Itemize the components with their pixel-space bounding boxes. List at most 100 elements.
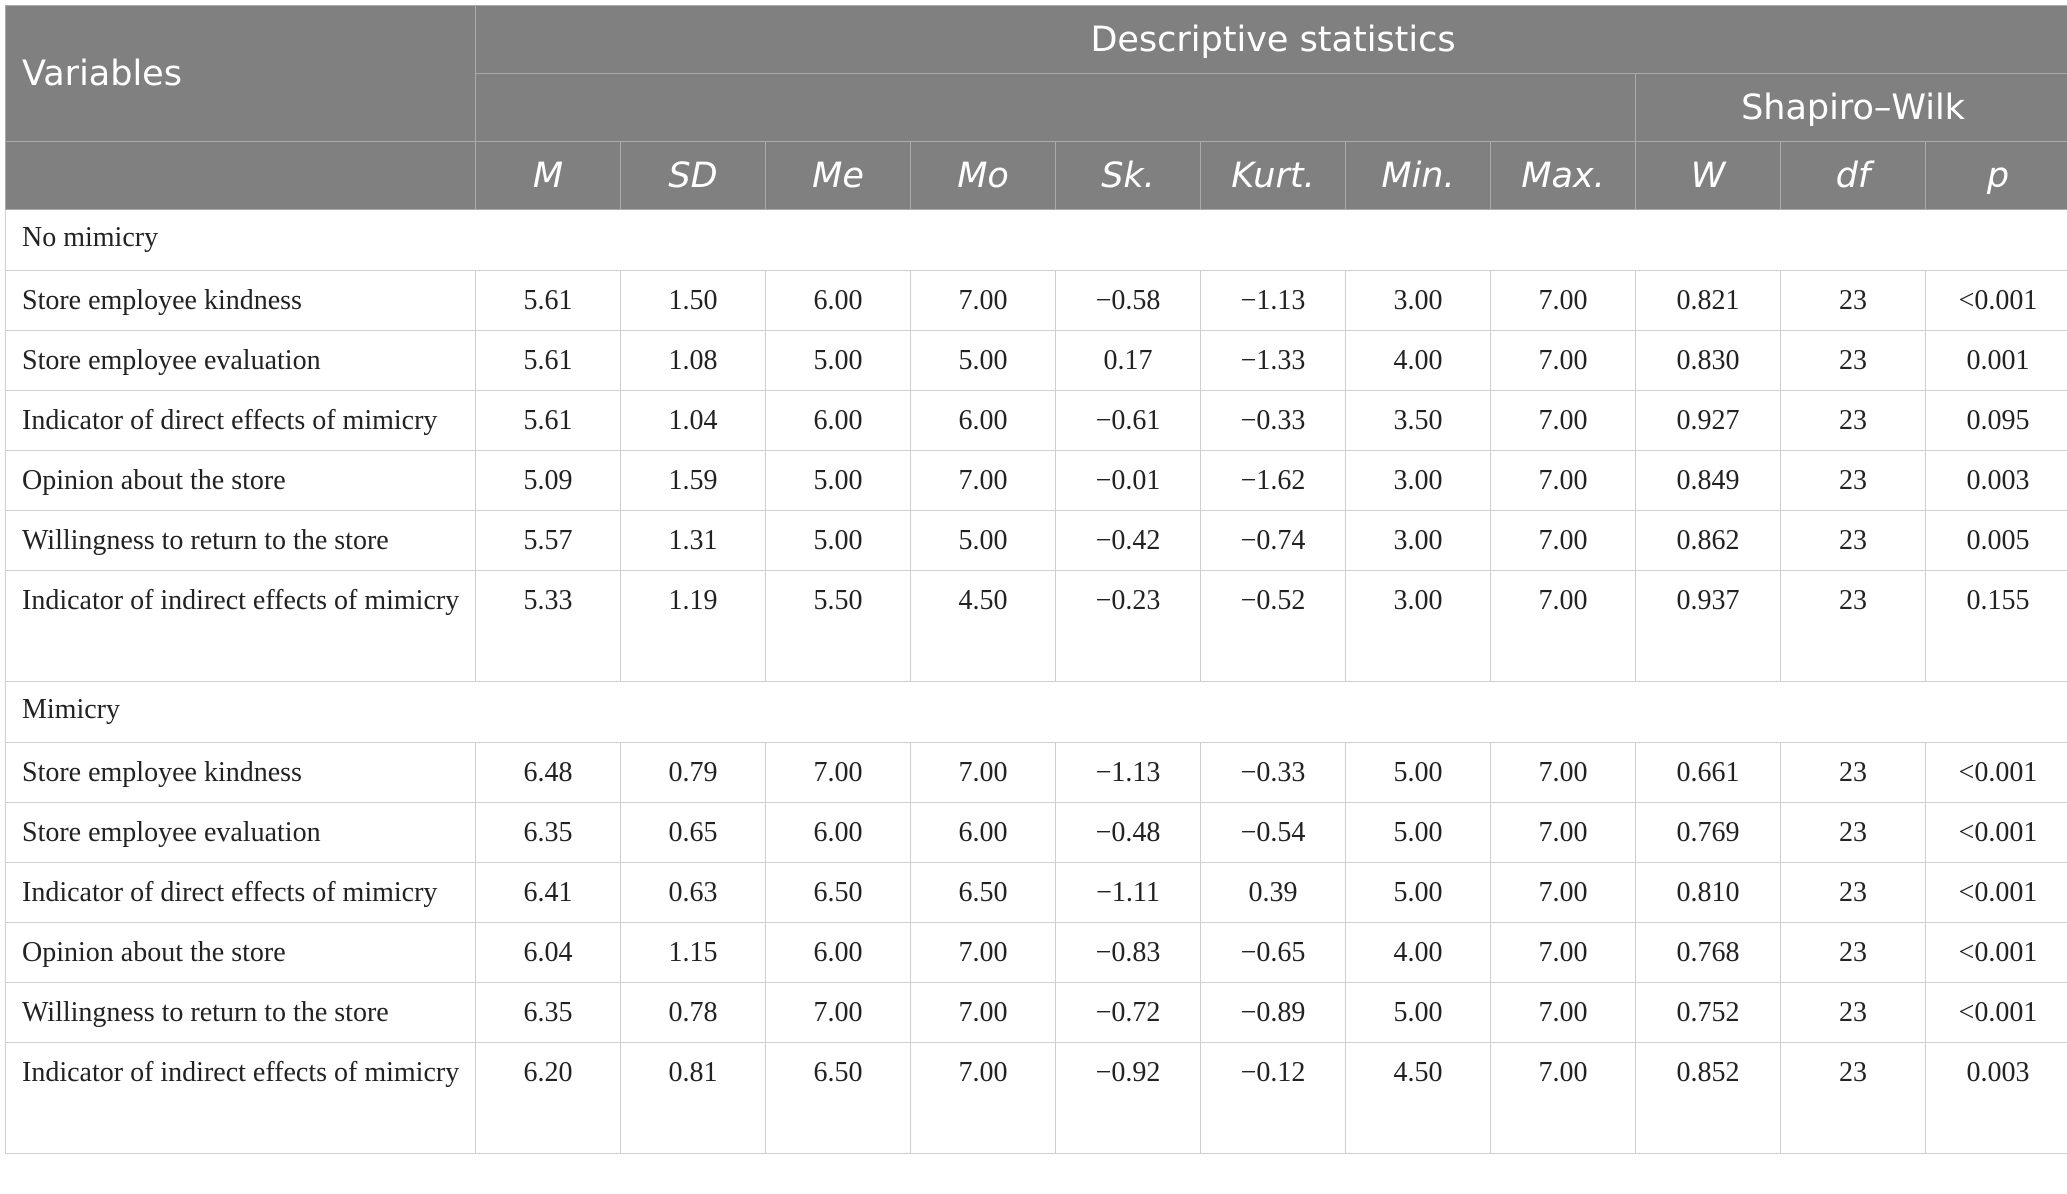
table-cell: 5.33 <box>475 570 621 682</box>
table-cell: 7.00 <box>910 450 1056 511</box>
table-cell: −1.62 <box>1200 450 1346 511</box>
variable-name: Store employee evaluation <box>5 802 476 863</box>
table-cell: 0.17 <box>1055 330 1201 391</box>
table-cell: <0.001 <box>1924 802 2067 863</box>
table-cell: 7.00 <box>765 982 911 1043</box>
table-cell: 6.41 <box>475 862 621 923</box>
column-header: M <box>475 141 621 210</box>
table-cell: 4.00 <box>1345 922 1491 983</box>
table-cell: 5.61 <box>475 390 621 451</box>
table-cell: 5.00 <box>1345 802 1491 863</box>
table-cell: −1.13 <box>1200 270 1346 331</box>
table-cell: 23 <box>1780 330 1926 391</box>
table-cell: 1.59 <box>620 450 766 511</box>
table-row: Opinion about the store 6.04 1.15 6.00 7.00−… <box>5 922 2067 983</box>
table-cell: 5.00 <box>1345 742 1491 803</box>
table-cell: 1.31 <box>620 510 766 571</box>
column-header: Min. <box>1345 141 1491 210</box>
shapiro-wilk-header: Shapiro–Wilk <box>1634 73 2067 142</box>
variable-name: Store employee kindness <box>5 742 476 803</box>
table-cell: −0.83 <box>1055 922 1201 983</box>
table-cell: −0.54 <box>1200 802 1346 863</box>
table-cell: 23 <box>1780 982 1926 1043</box>
table-cell: −0.58 <box>1055 270 1201 331</box>
statistics-table-container: Variables Descriptive statistics Shapiro… <box>4 5 2067 1154</box>
group-row: No mimicry <box>4 209 2067 271</box>
table-cell: 23 <box>1780 862 1926 923</box>
table-cell: 0.003 <box>1924 450 2067 511</box>
table-cell: 7.00 <box>1490 982 1636 1043</box>
table-cell: 4.00 <box>1345 330 1491 391</box>
table-cell: 5.61 <box>475 270 621 331</box>
table-cell: 5.09 <box>475 450 621 511</box>
table-cell: −1.11 <box>1055 862 1201 923</box>
table-cell: 0.752 <box>1635 982 1781 1043</box>
table-cell: 7.00 <box>910 742 1056 803</box>
variable-name: Indicator of indirect effects of mimicry <box>5 1042 476 1154</box>
table-cell: 0.095 <box>1924 390 2067 451</box>
table-row: Store employee evaluation 6.35 0.65 6.00 6.0… <box>5 802 2067 863</box>
table-cell: 0.810 <box>1635 862 1781 923</box>
table-cell: 5.00 <box>765 330 911 391</box>
table-row: Indicator of indirect effects of mimicry… <box>5 570 2067 682</box>
table-cell: 6.00 <box>910 390 1056 451</box>
group-row: Mimicry <box>4 681 2067 743</box>
table-row: Willingness to return to the store 6.35 0.… <box>5 982 2067 1043</box>
variable-name: Indicator of direct effects of mimicry <box>5 862 476 923</box>
table-row: Store employee kindness 5.61 1.50 6.00 7.00−… <box>5 270 2067 331</box>
table-cell: −0.48 <box>1055 802 1201 863</box>
group-label: No mimicry <box>4 209 2067 271</box>
table-cell: 0.769 <box>1635 802 1781 863</box>
table-cell: 7.00 <box>1490 330 1636 391</box>
table-cell: 7.00 <box>910 270 1056 331</box>
variable-name: Willingness to return to the store <box>5 510 476 571</box>
column-header: W <box>1635 141 1781 210</box>
column-header: p <box>1924 141 2067 210</box>
table-cell: 5.50 <box>765 570 911 682</box>
table-cell: 6.00 <box>765 802 911 863</box>
table-cell: 0.81 <box>620 1042 766 1154</box>
table-cell: 0.937 <box>1635 570 1781 682</box>
table-cell: <0.001 <box>1924 742 2067 803</box>
table-cell: 23 <box>1780 1042 1926 1154</box>
column-header: Mo <box>910 141 1056 210</box>
table-cell: 0.005 <box>1924 510 2067 571</box>
table-cell: 3.50 <box>1345 390 1491 451</box>
table-cell: 7.00 <box>1490 742 1636 803</box>
column-header: Kurt. <box>1200 141 1346 210</box>
table-header: Variables Descriptive statistics Shapiro… <box>5 5 2067 210</box>
table-cell: −0.89 <box>1200 982 1346 1043</box>
variable-name: Store employee evaluation <box>5 330 476 391</box>
table-cell: 6.00 <box>765 390 911 451</box>
descriptive-statistics-header: Descriptive statistics <box>474 5 2067 74</box>
table-cell: 6.35 <box>475 982 621 1043</box>
table-cell: 0.155 <box>1924 570 2067 682</box>
table-cell: 7.00 <box>1490 270 1636 331</box>
variables-header: Variables <box>5 5 476 142</box>
table-cell: <0.001 <box>1924 982 2067 1043</box>
table-cell: 0.849 <box>1635 450 1781 511</box>
table-cell: 1.08 <box>620 330 766 391</box>
table-cell: 0.862 <box>1635 510 1781 571</box>
table-cell: 0.768 <box>1635 922 1781 983</box>
table-cell: 4.50 <box>1345 1042 1491 1154</box>
table-cell: 6.50 <box>765 1042 911 1154</box>
variable-name: Indicator of direct effects of mimicry <box>5 390 476 451</box>
table-body: No mimicry Store employee kindness 5.61 1.5… <box>4 209 2067 1154</box>
variable-name: Store employee kindness <box>5 270 476 331</box>
table-cell: −0.92 <box>1055 1042 1201 1154</box>
table-cell: 23 <box>1780 510 1926 571</box>
table-cell: 4.50 <box>910 570 1056 682</box>
table-cell: 6.00 <box>910 802 1056 863</box>
table-cell: 23 <box>1780 570 1926 682</box>
group-label: Mimicry <box>4 681 2067 743</box>
table-row: Opinion about the store 5.09 1.59 5.00 7.00−… <box>5 450 2067 511</box>
variable-name: Willingness to return to the store <box>5 982 476 1043</box>
table-cell: 0.003 <box>1924 1042 2067 1154</box>
table-cell: −0.74 <box>1200 510 1346 571</box>
table-cell: 6.50 <box>765 862 911 923</box>
table-cell: 0.65 <box>620 802 766 863</box>
table-row: Store employee kindness 6.48 0.79 7.00 7.00−… <box>5 742 2067 803</box>
variable-name: Opinion about the store <box>5 922 476 983</box>
table-cell: −0.12 <box>1200 1042 1346 1154</box>
